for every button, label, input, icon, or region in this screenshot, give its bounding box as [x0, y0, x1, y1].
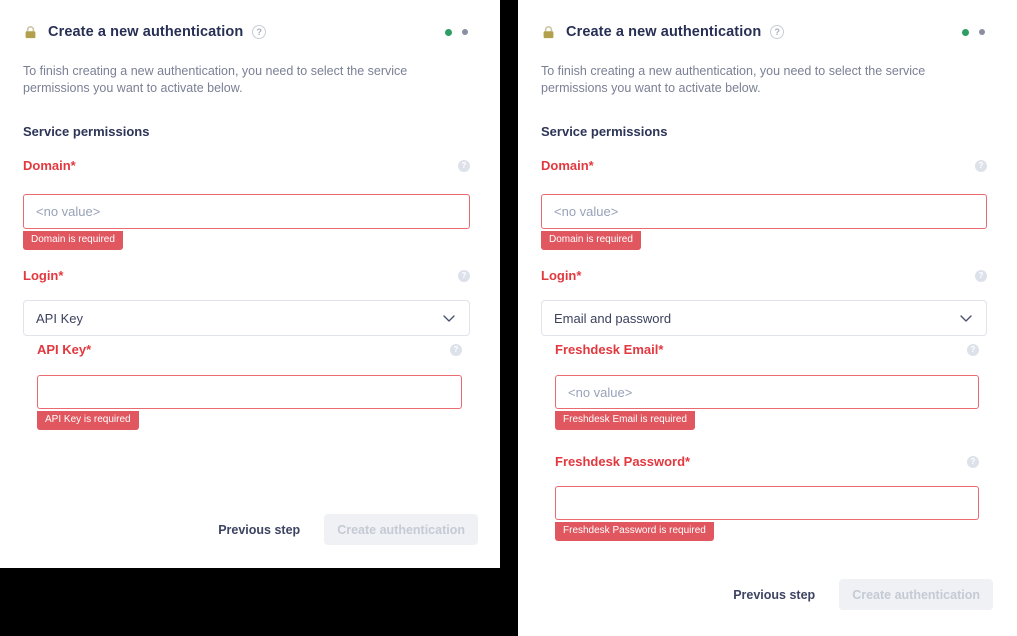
- domain-input[interactable]: [23, 194, 470, 229]
- dialog-title: Create a new authentication: [566, 24, 762, 40]
- auth-dialog-api-key: Create a new authentication ? To finish …: [0, 0, 500, 568]
- api-key-input[interactable]: [37, 375, 462, 409]
- login-help-icon[interactable]: ?: [975, 269, 987, 282]
- freshdesk-password-label-row: Freshdesk Password* ?: [555, 454, 979, 469]
- freshdesk-password-help-icon[interactable]: ?: [967, 455, 979, 468]
- create-authentication-button[interactable]: Create authentication: [324, 514, 478, 545]
- login-select-value: API Key: [36, 310, 83, 326]
- step-dot-active: [445, 28, 452, 36]
- chevron-down-icon: [443, 314, 455, 322]
- lock-icon: [541, 25, 556, 40]
- domain-label: Domain*: [23, 158, 76, 173]
- freshdesk-password-error-badge: Freshdesk Password is required: [555, 522, 714, 541]
- section-heading: Service permissions: [541, 124, 668, 139]
- api-key-label-row: API Key* ?: [37, 342, 462, 357]
- login-nested-fields: Freshdesk Email* ? Freshdesk Email is re…: [555, 342, 979, 541]
- step-indicator: [445, 28, 468, 36]
- dialog-header: Create a new authentication ?: [23, 24, 470, 40]
- freshdesk-email-label-row: Freshdesk Email* ?: [555, 342, 979, 357]
- title-help-icon[interactable]: ?: [252, 25, 267, 39]
- api-key-help-icon[interactable]: ?: [450, 343, 462, 356]
- create-authentication-button[interactable]: Create authentication: [839, 579, 993, 610]
- dialog-title: Create a new authentication: [48, 24, 244, 40]
- login-select[interactable]: API Key: [23, 300, 470, 336]
- dialog-description: To finish creating a new authentication,…: [23, 64, 408, 95]
- domain-help-icon[interactable]: ?: [458, 159, 470, 172]
- previous-step-button[interactable]: Previous step: [212, 522, 306, 538]
- freshdesk-password-input[interactable]: [555, 486, 979, 520]
- login-label: Login*: [541, 268, 582, 283]
- domain-label-row: Domain* ?: [541, 158, 987, 173]
- dialog-header: Create a new authentication ?: [541, 24, 987, 40]
- login-label: Login*: [23, 268, 64, 283]
- login-nested-fields: API Key* ? API Key is required: [37, 342, 462, 430]
- domain-label: Domain*: [541, 158, 594, 173]
- previous-step-button[interactable]: Previous step: [727, 587, 821, 603]
- freshdesk-password-label: Freshdesk Password*: [555, 454, 691, 469]
- lock-icon: [23, 25, 38, 40]
- login-label-row: Login* ?: [23, 268, 470, 283]
- chevron-down-icon: [960, 314, 972, 322]
- domain-label-row: Domain* ?: [23, 158, 470, 173]
- login-select[interactable]: Email and password: [541, 300, 987, 336]
- step-indicator: [962, 28, 985, 36]
- step-dot-inactive: [979, 29, 985, 35]
- step-dot-inactive: [462, 29, 468, 35]
- domain-help-icon[interactable]: ?: [975, 159, 987, 172]
- dialog-footer: Previous step Create authentication: [212, 514, 478, 545]
- freshdesk-email-error-badge: Freshdesk Email is required: [555, 411, 695, 430]
- api-key-error-badge: API Key is required: [37, 411, 139, 430]
- freshdesk-email-label: Freshdesk Email*: [555, 342, 664, 357]
- section-heading: Service permissions: [23, 124, 150, 139]
- domain-error-badge: Domain is required: [23, 231, 123, 250]
- title-help-icon[interactable]: ?: [770, 25, 785, 39]
- freshdesk-email-help-icon[interactable]: ?: [967, 343, 979, 356]
- login-label-row: Login* ?: [541, 268, 987, 283]
- domain-error-badge: Domain is required: [541, 231, 641, 250]
- login-help-icon[interactable]: ?: [458, 269, 470, 282]
- step-dot-active: [962, 28, 969, 36]
- auth-dialog-email-password: Create a new authentication ? To finish …: [518, 0, 1017, 636]
- dialog-description: To finish creating a new authentication,…: [541, 64, 926, 95]
- dialog-footer: Previous step Create authentication: [727, 579, 993, 610]
- api-key-label: API Key*: [37, 342, 92, 357]
- domain-input[interactable]: [541, 194, 987, 229]
- freshdesk-email-input[interactable]: [555, 375, 979, 409]
- login-select-value: Email and password: [554, 310, 672, 326]
